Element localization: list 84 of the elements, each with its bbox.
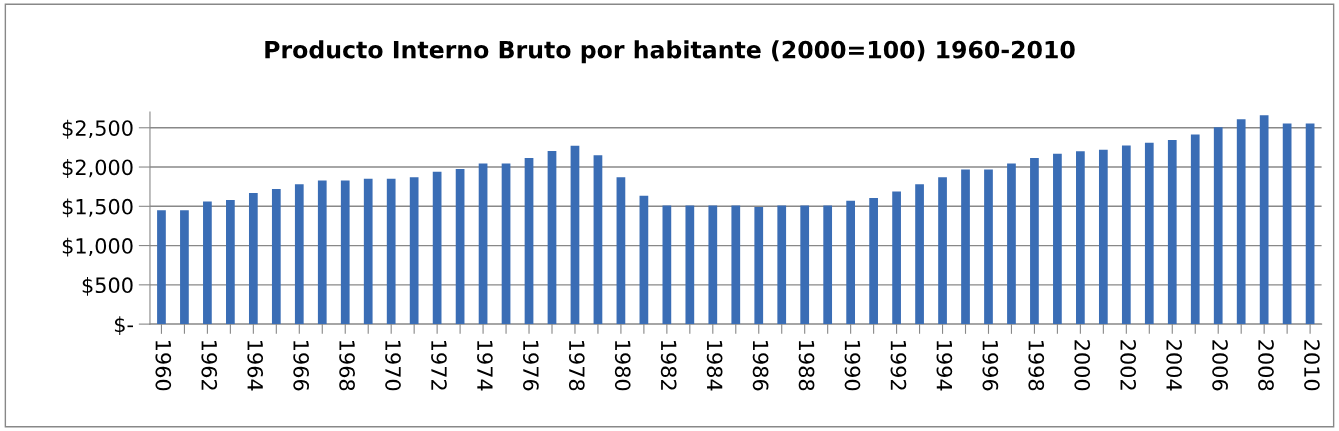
bar (226, 200, 235, 325)
bar (915, 184, 924, 325)
x-tick-label: 2004 (1166, 340, 1182, 391)
x-tick-label: 1966 (293, 340, 310, 391)
bar (478, 163, 488, 325)
bar (1053, 153, 1062, 325)
bar (1007, 163, 1016, 325)
x-tick-label: 1982 (660, 340, 677, 390)
bar (846, 200, 856, 325)
bar (961, 169, 970, 325)
x-tick-label: 2008 (1258, 340, 1274, 391)
bar (708, 205, 718, 325)
bar (892, 191, 901, 325)
x-tick-label: 1964 (247, 340, 264, 391)
x-tick-label: 1998 (1028, 340, 1045, 391)
bar (662, 205, 672, 325)
bar (984, 169, 993, 325)
bar (340, 180, 350, 325)
y-tick-label: $1,500 (62, 198, 133, 218)
bar (639, 195, 649, 325)
bar (1167, 139, 1177, 325)
x-tick-label: 1990 (844, 340, 861, 391)
x-tick-label: 1986 (752, 340, 769, 391)
bar (524, 158, 534, 325)
x-tick-label: 1960 (155, 340, 172, 391)
y-tick-label: $2,500 (62, 119, 133, 139)
x-tick-label: 1996 (982, 340, 999, 391)
x-tick-label: 1992 (890, 340, 907, 390)
bar (501, 163, 511, 325)
bar (869, 198, 878, 325)
bar (1259, 115, 1269, 325)
bar (271, 189, 281, 325)
bar (386, 178, 396, 325)
x-tick-label: 1962 (201, 340, 218, 390)
bar (1236, 119, 1246, 325)
bar (777, 205, 787, 325)
bar (363, 178, 373, 325)
bar (455, 169, 465, 325)
bar (616, 177, 626, 325)
x-tick-label: 1984 (706, 340, 723, 391)
bar (432, 171, 442, 325)
x-tick-label: 1980 (614, 340, 631, 391)
bar (731, 205, 741, 325)
bar (754, 207, 764, 325)
bar (1190, 134, 1200, 325)
bar (1076, 151, 1085, 325)
bar (203, 201, 212, 325)
x-tick-label: 1976 (522, 340, 539, 391)
y-tick-label: $- (114, 316, 133, 336)
y-tick-label: $500 (82, 276, 133, 296)
bar (317, 180, 327, 325)
bar (1213, 127, 1223, 325)
x-tick-label: 1970 (385, 340, 401, 391)
bar (547, 150, 557, 325)
bar (685, 205, 695, 325)
bar (1098, 149, 1108, 325)
x-tick-label: 2000 (1074, 340, 1091, 391)
bar (248, 192, 258, 325)
chart-title: Producto Interno Bruto por habitante (2000=100) 1960-2010 (265, 40, 1075, 64)
bar (1144, 142, 1154, 325)
x-tick-label: 1994 (936, 340, 953, 391)
x-tick-label: 2010 (1304, 340, 1320, 391)
bar (1121, 145, 1131, 325)
x-tick-label: 2002 (1120, 340, 1137, 390)
y-tick-label: $1,000 (62, 237, 133, 257)
x-tick-label: 1972 (431, 340, 447, 390)
bar (1030, 158, 1039, 325)
x-tick-label: 2006 (1212, 340, 1228, 391)
bar (157, 210, 166, 325)
y-tick-label: $2,000 (62, 159, 133, 179)
bar (1282, 123, 1292, 325)
bar (1305, 123, 1315, 325)
bar (294, 184, 304, 325)
x-tick-label: 1978 (568, 340, 585, 391)
bar (409, 177, 419, 325)
x-tick-label: 1974 (477, 340, 493, 391)
bar (180, 210, 189, 325)
bar (938, 177, 947, 325)
bar (800, 205, 810, 325)
bar (570, 145, 580, 325)
x-tick-label: 1988 (798, 340, 815, 391)
bar (593, 155, 603, 325)
bar (823, 205, 833, 325)
x-tick-label: 1968 (339, 340, 355, 391)
